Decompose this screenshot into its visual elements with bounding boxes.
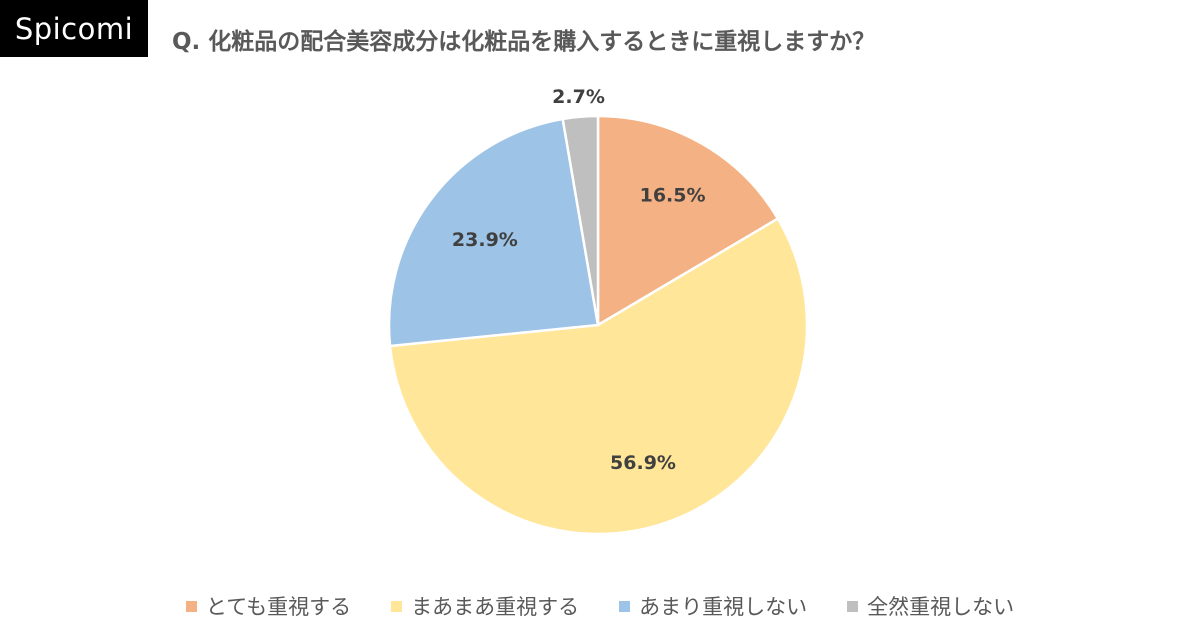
legend-label: あまり重視しない [639, 595, 808, 619]
legend-swatch [847, 600, 859, 612]
pie-data-label: 2.7% [552, 86, 605, 108]
pie-slice [596, 114, 780, 328]
brand-logo: Spicomi [0, 0, 148, 57]
legend-label: とても重視する [205, 595, 352, 619]
pie-slices [387, 114, 809, 536]
legend-label: まあまあ重視する [411, 595, 580, 619]
pie-data-label: 16.5% [640, 184, 706, 206]
chart-legend: とても重視する まあまあ重視する あまり重視しない 全然重視しない [0, 590, 1200, 622]
legend-swatch [619, 600, 631, 612]
pie-slice [388, 216, 809, 536]
pie-data-label: 23.9% [452, 229, 518, 251]
legend-swatch [185, 600, 197, 612]
legend-item: 全然重視しない [847, 591, 1014, 621]
legend-item: あまり重視しない [619, 591, 807, 621]
pie-slice [387, 117, 600, 348]
pie-slice [561, 114, 600, 326]
pie-data-label: 56.9% [610, 452, 676, 474]
legend-item: とても重視する [185, 591, 352, 621]
chart-title: Q. 化粧品の配合美容成分は化粧品を購入するときに重視しますか？ [172, 29, 876, 55]
pie-data-labels: 16.5% 56.9% 23.9% 2.7% [452, 86, 706, 474]
legend-item: まあまあ重視する [391, 591, 579, 621]
legend-swatch [391, 600, 403, 612]
legend-label: 全然重視しない [867, 595, 1015, 619]
